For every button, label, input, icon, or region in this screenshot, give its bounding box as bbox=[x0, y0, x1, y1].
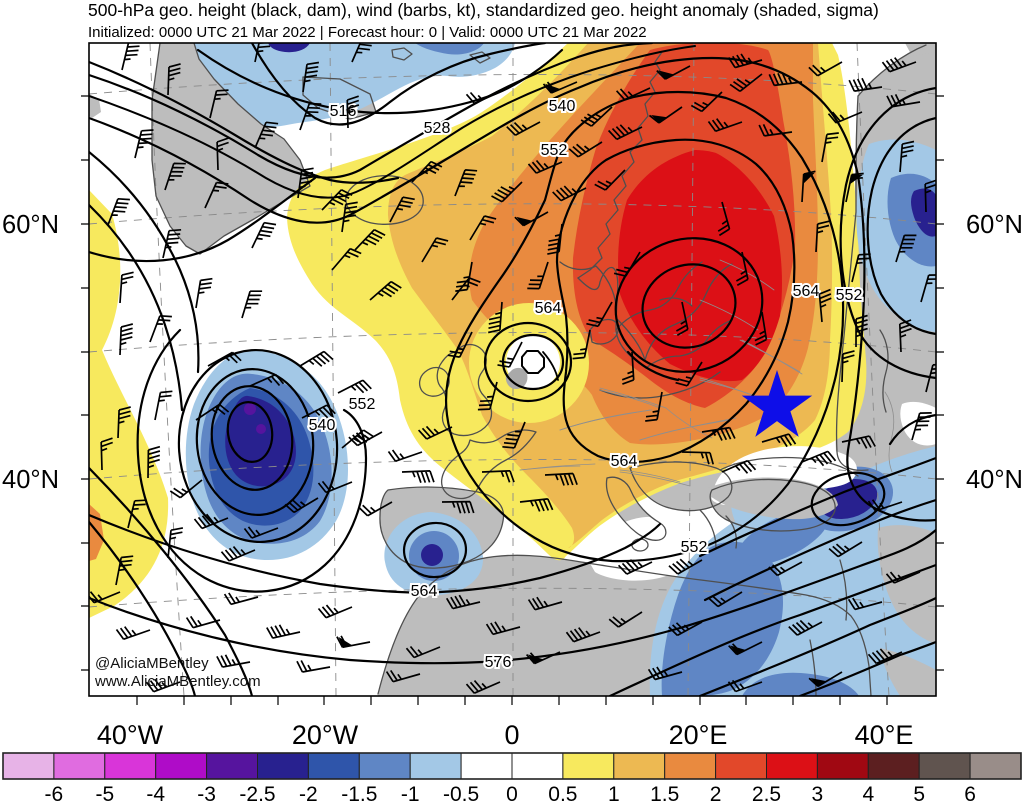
svg-text:564: 564 bbox=[611, 453, 638, 470]
svg-text:552: 552 bbox=[681, 539, 708, 556]
svg-text:2: 2 bbox=[710, 783, 722, 804]
svg-text:564: 564 bbox=[411, 583, 438, 600]
svg-text:0: 0 bbox=[506, 783, 518, 804]
svg-text:564: 564 bbox=[535, 300, 562, 317]
svg-text:-0.5: -0.5 bbox=[443, 783, 479, 804]
svg-text:-5: -5 bbox=[95, 783, 114, 804]
svg-text:60°N: 60°N bbox=[966, 211, 1023, 239]
svg-text:www.AliciaMBentley.com: www.AliciaMBentley.com bbox=[94, 673, 261, 690]
svg-text:-2.5: -2.5 bbox=[239, 783, 275, 804]
svg-text:@AliciaMBentley: @AliciaMBentley bbox=[95, 655, 209, 672]
svg-text:0: 0 bbox=[504, 720, 519, 750]
svg-text:20°E: 20°E bbox=[669, 720, 728, 750]
svg-text:6: 6 bbox=[964, 783, 976, 804]
svg-text:528: 528 bbox=[424, 120, 451, 137]
svg-text:576: 576 bbox=[485, 654, 512, 671]
svg-text:552: 552 bbox=[349, 396, 376, 413]
svg-text:0.5: 0.5 bbox=[548, 783, 577, 804]
svg-text:5: 5 bbox=[913, 783, 925, 804]
svg-text:1.5: 1.5 bbox=[650, 783, 679, 804]
svg-text:-1.5: -1.5 bbox=[341, 783, 377, 804]
svg-text:2.5: 2.5 bbox=[752, 783, 781, 804]
svg-text:564: 564 bbox=[793, 283, 820, 300]
svg-text:20°W: 20°W bbox=[292, 720, 359, 750]
svg-text:552: 552 bbox=[541, 142, 568, 159]
svg-text:-6: -6 bbox=[45, 783, 64, 804]
svg-text:40°N: 40°N bbox=[2, 466, 59, 494]
svg-text:60°N: 60°N bbox=[2, 211, 59, 239]
svg-text:540: 540 bbox=[309, 417, 336, 434]
svg-text:1: 1 bbox=[608, 783, 620, 804]
svg-text:4: 4 bbox=[862, 783, 874, 804]
svg-text:540: 540 bbox=[549, 98, 576, 115]
svg-text:-1: -1 bbox=[401, 783, 420, 804]
svg-text:552: 552 bbox=[836, 287, 863, 304]
svg-text:3: 3 bbox=[812, 783, 824, 804]
svg-text:-3: -3 bbox=[197, 783, 216, 804]
svg-text:500-hPa geo. height (black, da: 500-hPa geo. height (black, dam), wind (… bbox=[88, 0, 879, 20]
svg-text:-2: -2 bbox=[299, 783, 318, 804]
svg-text:40°E: 40°E bbox=[855, 720, 914, 750]
svg-text:Initialized: 0000 UTC 21 Mar 2: Initialized: 0000 UTC 21 Mar 2022 | Fore… bbox=[88, 24, 647, 41]
svg-text:-4: -4 bbox=[146, 783, 165, 804]
svg-text:40°N: 40°N bbox=[966, 466, 1023, 494]
svg-text:40°W: 40°W bbox=[97, 720, 164, 750]
